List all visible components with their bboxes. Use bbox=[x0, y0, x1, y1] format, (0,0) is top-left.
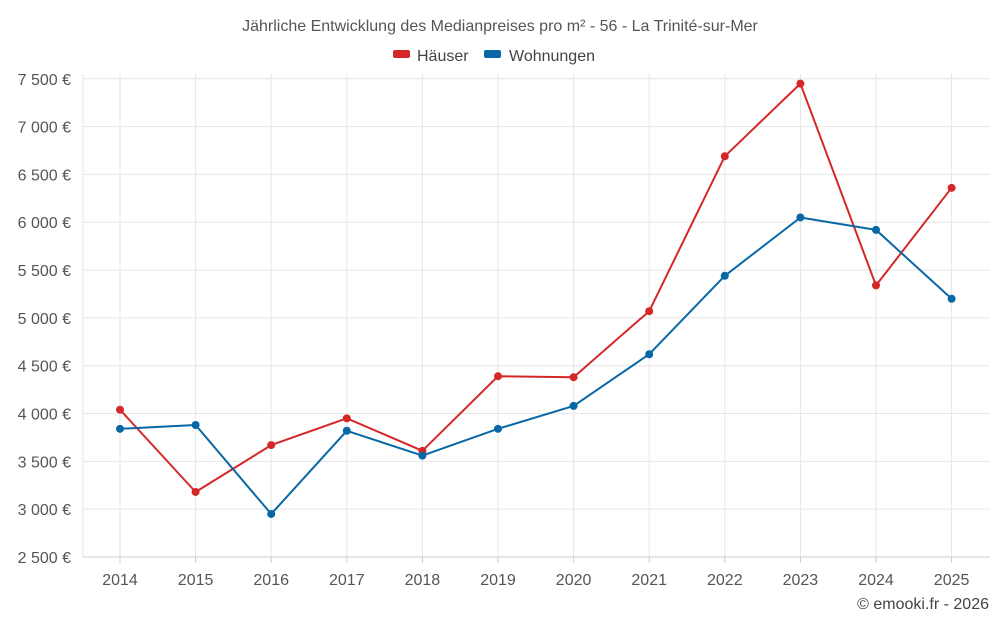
x-axis: 2014 2015 2016 2017 2018 2019 2020 2021 2022 2023… bbox=[83, 556, 990, 589]
data-point-haeuser[interactable] bbox=[720, 152, 729, 161]
data-point-wohnungen[interactable] bbox=[569, 401, 578, 410]
gridlines bbox=[83, 74, 990, 557]
series-wohnungen bbox=[116, 213, 956, 518]
data-point-haeuser[interactable] bbox=[342, 414, 351, 423]
y-tick-label: 2 500 € bbox=[18, 550, 71, 567]
x-tick-label: 2017 bbox=[329, 572, 365, 589]
x-tick-label: 2019 bbox=[480, 572, 516, 589]
data-point-haeuser[interactable] bbox=[494, 372, 502, 381]
credit-text: © emooki.fr - 2026 bbox=[857, 596, 989, 613]
data-point-haeuser[interactable] bbox=[569, 373, 578, 382]
data-point-haeuser[interactable] bbox=[116, 405, 124, 414]
y-tick-label: 7 000 € bbox=[18, 120, 71, 137]
x-tick-label: 2024 bbox=[858, 572, 894, 589]
legend-label-haeuser: Häuser bbox=[417, 48, 469, 65]
data-point-wohnungen[interactable] bbox=[342, 426, 351, 435]
y-tick-label: 3 500 € bbox=[18, 454, 71, 471]
series-layer bbox=[116, 79, 956, 518]
data-point-haeuser[interactable] bbox=[796, 79, 805, 88]
x-tick-label: 2018 bbox=[405, 572, 441, 589]
y-tick-label: 6 500 € bbox=[18, 167, 71, 184]
chart-title: Jährliche Entwicklung des Medianpreises … bbox=[242, 18, 758, 35]
data-point-wohnungen[interactable] bbox=[645, 350, 654, 359]
data-point-wohnungen[interactable] bbox=[418, 451, 427, 460]
x-tick-label: 2025 bbox=[934, 572, 970, 589]
data-point-wohnungen[interactable] bbox=[872, 225, 880, 234]
data-point-wohnungen[interactable] bbox=[947, 294, 956, 303]
legend-label-wohnungen: Wohnungen bbox=[509, 48, 595, 65]
data-point-wohnungen[interactable] bbox=[267, 509, 276, 518]
legend-item-wohnungen[interactable]: Wohnungen bbox=[484, 48, 595, 65]
y-tick-label: 6 000 € bbox=[18, 215, 71, 232]
legend-swatch-wohnungen bbox=[484, 50, 501, 58]
data-point-wohnungen[interactable] bbox=[191, 421, 200, 430]
data-point-wohnungen[interactable] bbox=[720, 271, 729, 280]
y-axis: 2 500 € 3 000 € 3 500 € 4 000 € 4 500 € 5 000… bbox=[18, 72, 84, 567]
y-tick-label: 5 000 € bbox=[18, 311, 71, 328]
data-point-haeuser[interactable] bbox=[191, 487, 200, 496]
legend-item-haeuser[interactable]: Häuser bbox=[393, 48, 469, 65]
x-tick-label: 2016 bbox=[253, 572, 289, 589]
y-tick-label: 4 500 € bbox=[18, 359, 71, 376]
data-point-wohnungen[interactable] bbox=[116, 424, 124, 433]
y-tick-label: 5 500 € bbox=[18, 263, 71, 280]
data-point-haeuser[interactable] bbox=[872, 281, 880, 290]
data-point-wohnungen[interactable] bbox=[494, 424, 502, 433]
data-point-haeuser[interactable] bbox=[645, 307, 654, 316]
data-point-haeuser[interactable] bbox=[267, 441, 276, 450]
legend: Häuser Wohnungen bbox=[393, 48, 595, 65]
x-tick-label: 2020 bbox=[556, 572, 592, 589]
y-tick-label: 7 500 € bbox=[18, 72, 71, 89]
y-tick-label: 3 000 € bbox=[18, 502, 71, 519]
x-tick-label: 2021 bbox=[631, 572, 667, 589]
x-tick-label: 2014 bbox=[102, 572, 138, 589]
x-tick-label: 2015 bbox=[178, 572, 214, 589]
data-point-wohnungen[interactable] bbox=[796, 213, 805, 222]
y-tick-label: 4 000 € bbox=[18, 407, 71, 424]
series-line-haeuser bbox=[119, 82, 953, 493]
series-line-wohnungen bbox=[119, 216, 953, 515]
legend-swatch-haeuser bbox=[393, 50, 410, 58]
series-haeuser bbox=[116, 79, 956, 496]
x-tick-label: 2023 bbox=[783, 572, 819, 589]
x-tick-label: 2022 bbox=[707, 572, 743, 589]
data-point-haeuser[interactable] bbox=[947, 183, 956, 192]
